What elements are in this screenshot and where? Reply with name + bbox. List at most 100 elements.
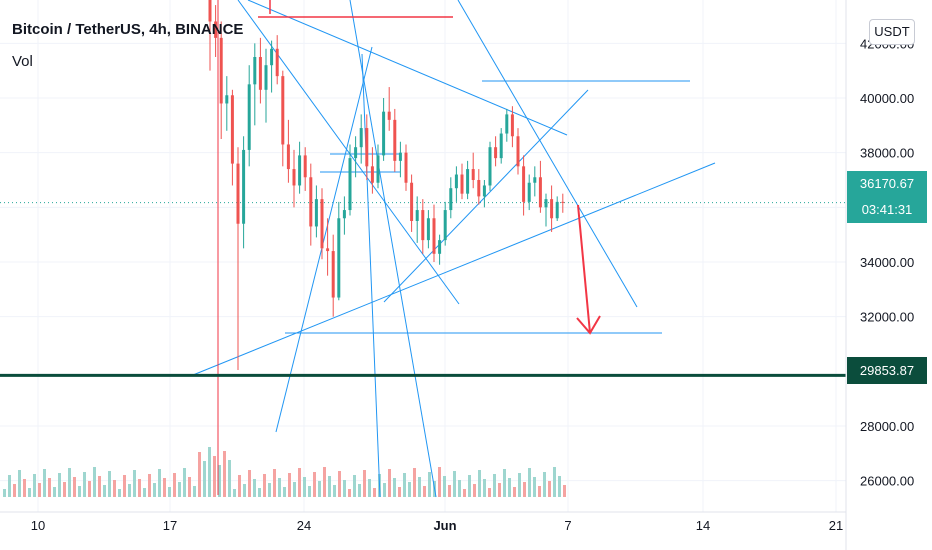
- volume-bar: [63, 482, 66, 497]
- candle-body: [477, 179, 481, 197]
- volume-bar: [528, 468, 531, 497]
- volume-bar: [153, 483, 156, 497]
- candle-body: [264, 65, 268, 90]
- volume-bar: [443, 476, 446, 497]
- volume-bar: [498, 483, 501, 497]
- candle-body: [454, 174, 458, 189]
- volume-bar: [278, 478, 281, 497]
- volume-bar: [538, 486, 541, 497]
- candle-body: [270, 48, 274, 66]
- trend-line: [237, 0, 460, 305]
- volume-bar: [123, 475, 126, 497]
- volume-bar: [283, 487, 286, 497]
- volume-bar: [523, 482, 526, 497]
- volume-bar: [208, 447, 211, 497]
- candle-body: [471, 169, 475, 180]
- candle-body: [219, 37, 223, 104]
- volume-bar: [243, 484, 246, 497]
- volume-bar: [73, 477, 76, 497]
- volume-bar: [138, 479, 141, 497]
- volume-bar: [543, 472, 546, 497]
- volume-bar: [188, 477, 191, 497]
- volume-bar: [363, 470, 366, 497]
- candle-body: [382, 111, 386, 156]
- volume-bar: [8, 475, 11, 497]
- volume-bar: [13, 484, 16, 497]
- x-tick-label: 17: [163, 518, 177, 533]
- volume-bar: [403, 473, 406, 497]
- candle-body: [555, 201, 559, 219]
- candle-body: [354, 147, 358, 159]
- volume-bar: [253, 479, 256, 497]
- volume-bar: [348, 489, 351, 497]
- candle-body: [393, 119, 397, 161]
- volume-bar: [163, 478, 166, 497]
- volume-bar: [503, 469, 506, 497]
- volume-indicator-label[interactable]: Vol: [12, 53, 33, 70]
- candle-body: [236, 163, 240, 224]
- volume-bar: [93, 467, 96, 497]
- volume-bar: [113, 480, 116, 497]
- candle-body: [449, 188, 453, 211]
- trend-drawings: [0, 0, 846, 498]
- volume-bar: [518, 473, 521, 497]
- y-tick-label: 32000.00: [860, 310, 914, 325]
- candle-body: [561, 201, 565, 203]
- candle-body: [320, 199, 324, 249]
- trend-line: [247, 0, 568, 136]
- volume-bar: [533, 477, 536, 497]
- volume-bar: [308, 486, 311, 497]
- volume-bar: [303, 477, 306, 497]
- volume-bar: [28, 488, 31, 497]
- trend-line: [457, 0, 638, 308]
- candle-body: [337, 218, 341, 298]
- candle-body: [516, 136, 520, 167]
- volume-bar: [218, 465, 221, 497]
- candle-body: [281, 76, 285, 145]
- volume-bar: [328, 476, 331, 497]
- candle-body: [348, 158, 352, 211]
- volume-bar: [233, 489, 236, 497]
- volume-bar: [288, 473, 291, 497]
- volume-bar: [273, 469, 276, 497]
- candle-body: [522, 166, 526, 202]
- volume-bar: [383, 483, 386, 497]
- volume-bar: [488, 488, 491, 497]
- volume-bar: [423, 486, 426, 497]
- trend-line: [192, 162, 716, 376]
- candle-body: [365, 128, 369, 167]
- volume-bar: [558, 476, 561, 497]
- candle-body: [309, 177, 313, 227]
- currency-button[interactable]: USDT: [869, 19, 915, 45]
- volume-bar: [133, 470, 136, 497]
- candle-body: [225, 95, 229, 104]
- candle-body: [510, 114, 514, 137]
- volume-bar: [418, 477, 421, 497]
- candle-body: [466, 169, 470, 194]
- volume-bar: [318, 481, 321, 497]
- volume-bar: [398, 487, 401, 497]
- y-tick-label: 28000.00: [860, 419, 914, 434]
- volume-bar: [128, 484, 131, 497]
- candle-body: [404, 152, 408, 183]
- candle-body: [342, 210, 346, 219]
- candle-body: [538, 177, 542, 208]
- candle-body: [286, 144, 290, 170]
- candle-body: [482, 185, 486, 197]
- volume-bar: [548, 481, 551, 497]
- candle-body: [314, 199, 318, 227]
- chart-grid: [0, 0, 846, 512]
- candle-body: [398, 152, 402, 161]
- volume-bar: [43, 469, 46, 497]
- volume-bar: [118, 489, 121, 497]
- volume-bar: [48, 478, 51, 497]
- volume-bar: [458, 480, 461, 497]
- candle-body: [359, 128, 363, 148]
- candle-body: [303, 155, 307, 178]
- x-tick-label: 24: [297, 518, 311, 533]
- trend-line: [275, 46, 373, 433]
- volume-bar: [88, 481, 91, 497]
- trend-line: [361, 53, 381, 498]
